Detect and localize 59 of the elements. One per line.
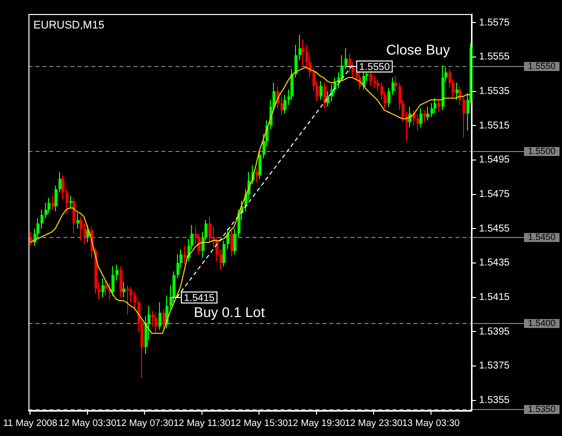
candlestick <box>324 82 326 109</box>
y-tick-label: 1.5535 <box>479 86 510 98</box>
candlestick <box>416 113 420 132</box>
candlestick <box>320 80 322 100</box>
x-tick-label: 12 May 03:30 <box>58 418 116 429</box>
candlestick <box>120 266 122 298</box>
candlestick <box>84 222 86 245</box>
candlestick <box>434 98 436 114</box>
annotation: 1.5415 <box>184 292 215 304</box>
candlestick <box>302 39 304 66</box>
annotation: 1.5550 <box>359 62 390 73</box>
y-tick-label: 1.5395 <box>479 326 510 338</box>
candlestick <box>154 312 158 334</box>
candlestick <box>256 168 258 183</box>
y-tick-label: 1.5355 <box>479 395 510 406</box>
candlestick <box>230 230 234 257</box>
annotation: Close Buy <box>386 41 450 58</box>
x-tick-label: 12 May 15:30 <box>230 418 288 429</box>
y-tick-label: 1.5515 <box>479 120 510 132</box>
x-tick-label: 12 May 11:30 <box>173 418 230 429</box>
x-tick-label: 12 May 07:30 <box>116 418 174 429</box>
candlestick <box>158 302 162 330</box>
candlestick <box>122 281 126 298</box>
candlestick <box>112 266 114 296</box>
candlestick <box>162 308 166 332</box>
candlestick <box>424 110 426 123</box>
candlestick <box>30 232 32 246</box>
y-tick-label: 1.5475 <box>479 189 510 200</box>
candlestick <box>102 278 104 298</box>
y-tick-label: 1.5555 <box>479 52 510 63</box>
y-tick-label: 1.5375 <box>479 360 510 372</box>
x-tick-label: 11 May 2008 <box>3 418 58 429</box>
ref-line-label: 1.5400 <box>528 318 556 328</box>
candlestick <box>70 195 72 209</box>
x-tick-label: 12 May 19:30 <box>288 418 346 429</box>
ref-line-label: 1.5450 <box>528 232 556 242</box>
candlestick <box>52 195 54 210</box>
candlestick <box>420 108 422 128</box>
candlestick <box>456 82 458 100</box>
ref-line-label: 1.5350 <box>528 404 556 414</box>
y-tick-label: 1.5575 <box>479 17 510 28</box>
candlestick <box>370 72 372 87</box>
y-tick-label: 1.5495 <box>479 154 510 166</box>
candlestick <box>426 106 430 121</box>
candlestick <box>76 212 80 230</box>
x-tick-label: 12 May 23:30 <box>344 418 402 429</box>
candlestick <box>280 96 284 116</box>
candlestick <box>184 245 186 266</box>
candlestick <box>80 216 82 242</box>
y-tick-label: 1.5435 <box>479 258 510 269</box>
candlestick <box>72 197 76 234</box>
annotation: Buy 0.1 Lot <box>194 304 265 320</box>
y-tick-label: 1.5415 <box>479 292 510 304</box>
text: EURUSD,M15 <box>33 20 104 32</box>
ref-line-label: 1.5550 <box>528 60 556 71</box>
candlestick <box>126 284 130 315</box>
x-tick-label: 13 May 03:30 <box>402 418 460 429</box>
y-tick-label: 1.5455 <box>479 223 510 234</box>
ref-line-label: 1.5500 <box>528 146 556 156</box>
